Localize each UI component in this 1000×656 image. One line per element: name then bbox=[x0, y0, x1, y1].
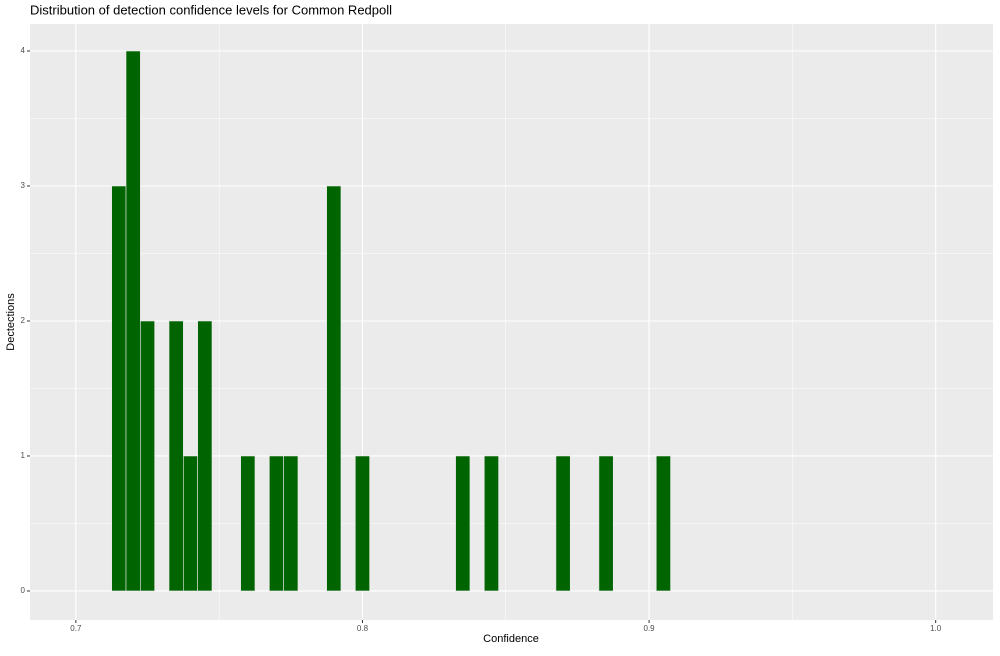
y-tick-label: 4 bbox=[21, 46, 26, 55]
x-axis-label: Confidence bbox=[483, 633, 539, 645]
bar bbox=[483, 455, 499, 592]
bar bbox=[655, 455, 671, 592]
y-tick-label: 1 bbox=[21, 451, 26, 460]
bar bbox=[354, 455, 370, 592]
x-tick-label: 0.9 bbox=[644, 624, 656, 633]
bar bbox=[555, 455, 571, 592]
x-tick-label: 1.0 bbox=[930, 624, 942, 633]
bar bbox=[240, 455, 256, 592]
bar bbox=[598, 455, 614, 592]
x-tick-label: 0.7 bbox=[70, 624, 82, 633]
bar bbox=[183, 455, 198, 592]
y-axis-label: Dectections bbox=[5, 293, 17, 351]
bar bbox=[111, 185, 127, 592]
bar bbox=[125, 50, 141, 592]
bar bbox=[326, 185, 342, 592]
y-tick-label: 0 bbox=[21, 586, 26, 595]
bar bbox=[168, 320, 184, 592]
bar bbox=[269, 455, 284, 592]
y-tick-label: 2 bbox=[21, 316, 26, 325]
bar bbox=[283, 455, 299, 592]
x-tick-label: 0.8 bbox=[357, 624, 369, 633]
bar bbox=[455, 455, 471, 592]
bar bbox=[197, 320, 213, 592]
chart-title: Distribution of detection confidence lev… bbox=[30, 2, 392, 17]
bar bbox=[140, 320, 155, 592]
y-tick-label: 3 bbox=[21, 181, 26, 190]
